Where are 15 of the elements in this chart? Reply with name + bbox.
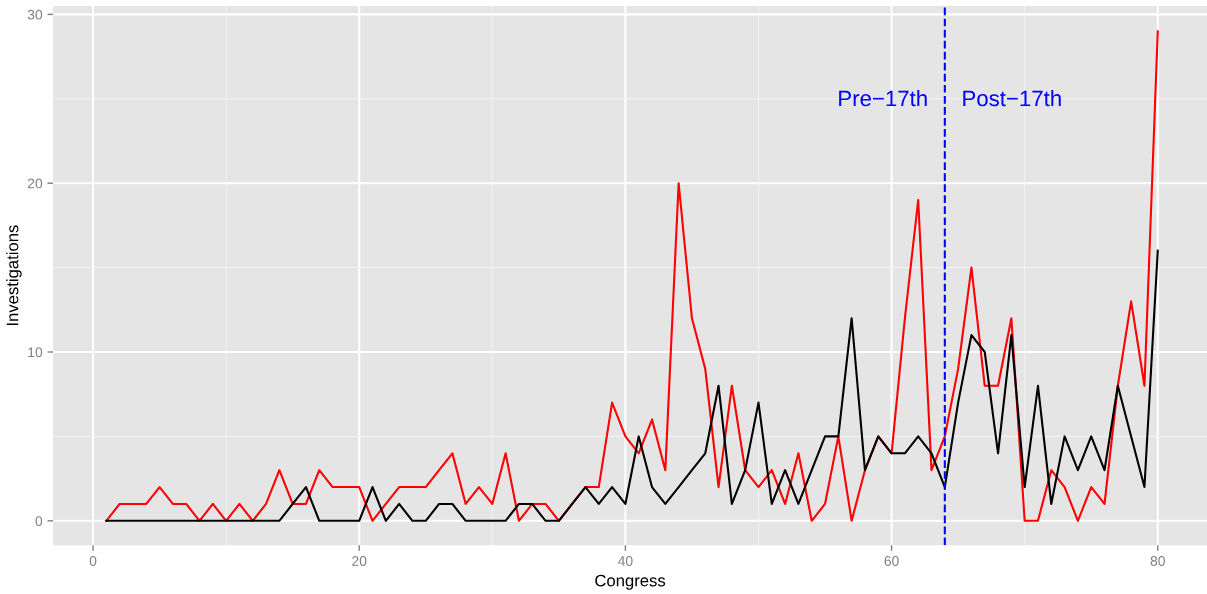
y-tick-label: 10 [28,347,43,358]
y-tick-label: 0 [35,516,43,526]
x-tick-label: 40 [617,556,633,566]
x-tick-label: 0 [89,556,97,566]
x-tick-label: 20 [352,556,367,566]
y-tick-label: 30 [27,9,43,20]
line-series [105,249,1159,522]
x-tick-label: 60 [884,556,899,566]
y-axis-title: Investigations [6,225,22,326]
annotation: Post−17th [963,89,1061,107]
x-axis-title: Congress [595,574,666,590]
line-series [105,30,1159,522]
x-tick-label: 80 [1150,556,1165,566]
annotation: Pre−17th [839,89,927,107]
y-tick-label: 20 [27,178,43,189]
